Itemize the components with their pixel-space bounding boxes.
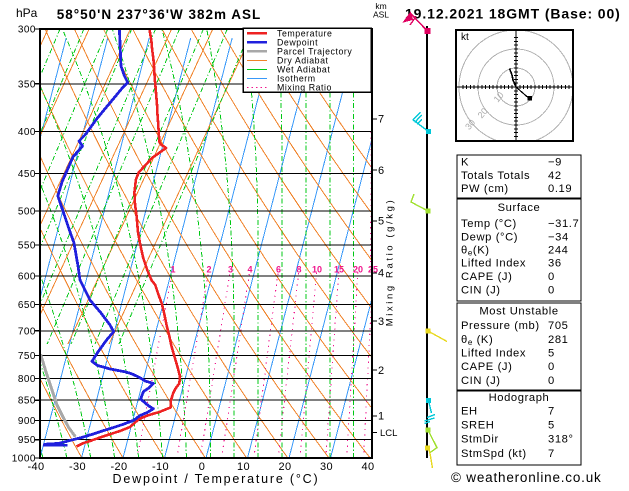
svg-text:700: 700 [18, 326, 36, 337]
svg-text:15: 15 [334, 265, 344, 275]
svg-text:CIN (J): CIN (J) [461, 375, 501, 387]
svg-text:LCL: LCL [380, 428, 397, 439]
svg-text:PW (cm): PW (cm) [461, 183, 509, 195]
svg-text:3: 3 [378, 316, 384, 328]
svg-text:7: 7 [548, 406, 555, 418]
svg-text:650: 650 [18, 300, 36, 311]
svg-text:4: 4 [378, 268, 384, 280]
svg-text:2: 2 [378, 365, 384, 377]
svg-text:Totals Totals: Totals Totals [461, 170, 530, 182]
svg-text:0.19: 0.19 [548, 183, 572, 195]
svg-text:Lifted Index: Lifted Index [461, 348, 526, 360]
svg-text:318°: 318° [548, 434, 574, 446]
svg-text:K: K [461, 157, 469, 169]
svg-text:950: 950 [18, 435, 36, 446]
svg-text:30: 30 [320, 461, 333, 473]
svg-text:CAPE (J): CAPE (J) [461, 271, 512, 283]
svg-text:Hodograph: Hodograph [489, 392, 550, 404]
svg-text:7: 7 [548, 448, 555, 460]
svg-text:ASL: ASL [373, 10, 389, 20]
svg-text:19.12.2021 18GMT (Base: 00): 19.12.2021 18GMT (Base: 00) [405, 6, 621, 22]
svg-text:0: 0 [548, 375, 555, 387]
svg-text:300: 300 [18, 25, 36, 36]
svg-text:Pressure (mb): Pressure (mb) [461, 320, 540, 332]
svg-text:6: 6 [378, 165, 384, 177]
svg-text:Dewpoint / Temperature (°C): Dewpoint / Temperature (°C) [113, 472, 320, 486]
svg-text:350: 350 [18, 79, 36, 90]
svg-text:-40: -40 [27, 461, 44, 473]
svg-text:40: 40 [361, 461, 374, 473]
svg-text:0: 0 [548, 361, 555, 373]
svg-text:2: 2 [206, 265, 211, 275]
svg-text:7: 7 [378, 114, 384, 126]
svg-text:550: 550 [18, 241, 36, 252]
svg-text:0: 0 [548, 285, 555, 297]
svg-text:kt: kt [461, 32, 469, 43]
svg-text:0: 0 [548, 271, 555, 283]
svg-text:Surface: Surface [498, 202, 541, 214]
svg-text:8: 8 [296, 265, 301, 275]
svg-text:Temp (°C): Temp (°C) [461, 218, 517, 230]
svg-text:3: 3 [228, 265, 233, 275]
svg-text:750: 750 [18, 351, 36, 362]
svg-text:−34: −34 [548, 232, 569, 244]
svg-text:CIN (J): CIN (J) [461, 285, 501, 297]
svg-text:20: 20 [353, 265, 363, 275]
svg-text:600: 600 [18, 272, 36, 283]
svg-text:1: 1 [170, 265, 175, 275]
svg-text:4: 4 [247, 265, 252, 275]
svg-text:800: 800 [18, 374, 36, 385]
svg-text:5: 5 [548, 420, 555, 432]
svg-text:58°50'N 237°36'W 382m ASL: 58°50'N 237°36'W 382m ASL [57, 7, 262, 22]
svg-text:900: 900 [18, 416, 36, 427]
svg-text:−31.7: −31.7 [548, 218, 579, 230]
svg-text:5: 5 [548, 348, 555, 360]
svg-text:CAPE (J): CAPE (J) [461, 361, 512, 373]
svg-text:6: 6 [276, 265, 281, 275]
svg-text:hPa: hPa [16, 6, 38, 20]
svg-text:θe(K): θe(K) [461, 245, 490, 258]
svg-text:450: 450 [18, 169, 36, 180]
svg-text:Dewp (°C): Dewp (°C) [461, 232, 518, 244]
svg-text:1: 1 [378, 411, 384, 423]
svg-text:500: 500 [18, 207, 36, 218]
svg-text:θe (K): θe (K) [461, 334, 493, 347]
svg-text:10: 10 [312, 265, 322, 275]
svg-text:EH: EH [461, 406, 478, 418]
svg-text:© weatheronline.co.uk: © weatheronline.co.uk [451, 470, 602, 485]
svg-text:Lifted Index: Lifted Index [461, 258, 526, 270]
svg-text:244: 244 [548, 245, 568, 257]
svg-text:281: 281 [548, 334, 568, 346]
svg-text:StmSpd (kt): StmSpd (kt) [461, 448, 527, 460]
svg-text:850: 850 [18, 396, 36, 407]
svg-text:StmDir: StmDir [461, 434, 499, 446]
svg-text:42: 42 [548, 170, 562, 182]
svg-text:−9: −9 [548, 157, 562, 169]
svg-text:Most Unstable: Most Unstable [479, 306, 558, 318]
svg-text:400: 400 [18, 127, 36, 138]
svg-text:36: 36 [548, 258, 562, 270]
svg-text:Mixing Ratio: Mixing Ratio [277, 83, 332, 93]
svg-text:705: 705 [548, 320, 568, 332]
svg-text:SREH: SREH [461, 420, 494, 432]
svg-text:-30: -30 [69, 461, 86, 473]
svg-text:5: 5 [378, 216, 384, 228]
svg-text:Mixing Ratio (g/kg): Mixing Ratio (g/kg) [385, 198, 396, 327]
